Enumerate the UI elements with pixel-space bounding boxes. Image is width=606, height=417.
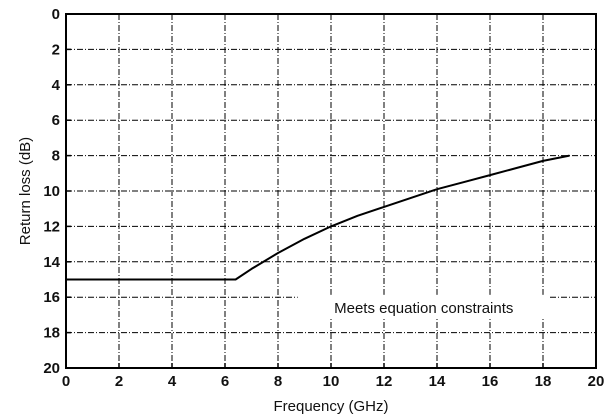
y-axis-ticks: 0 2 4 6 8 10 12 14 16 18 20 xyxy=(43,6,71,377)
x-tick-label: 12 xyxy=(376,373,393,390)
x-tick-label: 18 xyxy=(535,373,552,390)
y-tick-label: 6 xyxy=(52,112,60,129)
y-tick-label: 10 xyxy=(43,183,60,200)
x-tick-label: 8 xyxy=(274,373,282,390)
y-tick-label: 12 xyxy=(43,218,60,235)
y-tick-label: 20 xyxy=(43,360,60,377)
y-tick-label: 0 xyxy=(52,6,60,23)
x-tick-label: 4 xyxy=(168,373,177,390)
y-tick-label: 4 xyxy=(52,77,61,94)
x-tick-label: 10 xyxy=(323,373,340,390)
x-tick-label: 2 xyxy=(115,373,123,390)
x-tick-label: 16 xyxy=(482,373,499,390)
annotation-text: Meets equation constraints xyxy=(334,300,513,317)
annotation-layer: Meets equation constraints xyxy=(297,294,550,319)
y-tick-label: 2 xyxy=(52,41,60,58)
x-axis-label: Frequency (GHz) xyxy=(273,398,388,415)
y-tick-label: 16 xyxy=(43,289,60,306)
y-tick-label: 18 xyxy=(43,325,60,342)
series-layer xyxy=(66,154,570,281)
series-line xyxy=(66,154,570,281)
annotation-background xyxy=(297,294,550,319)
x-tick-label: 20 xyxy=(588,373,605,390)
x-tick-label: 0 xyxy=(62,373,70,390)
y-tick-label: 14 xyxy=(43,254,60,271)
y-axis-label: Return loss (dB) xyxy=(17,137,34,245)
y-tick-label: 8 xyxy=(52,148,60,165)
x-tick-label: 6 xyxy=(221,373,229,390)
x-tick-label: 14 xyxy=(429,373,446,390)
x-axis-ticks: 0 2 4 6 8 10 12 14 16 18 20 xyxy=(62,363,605,390)
